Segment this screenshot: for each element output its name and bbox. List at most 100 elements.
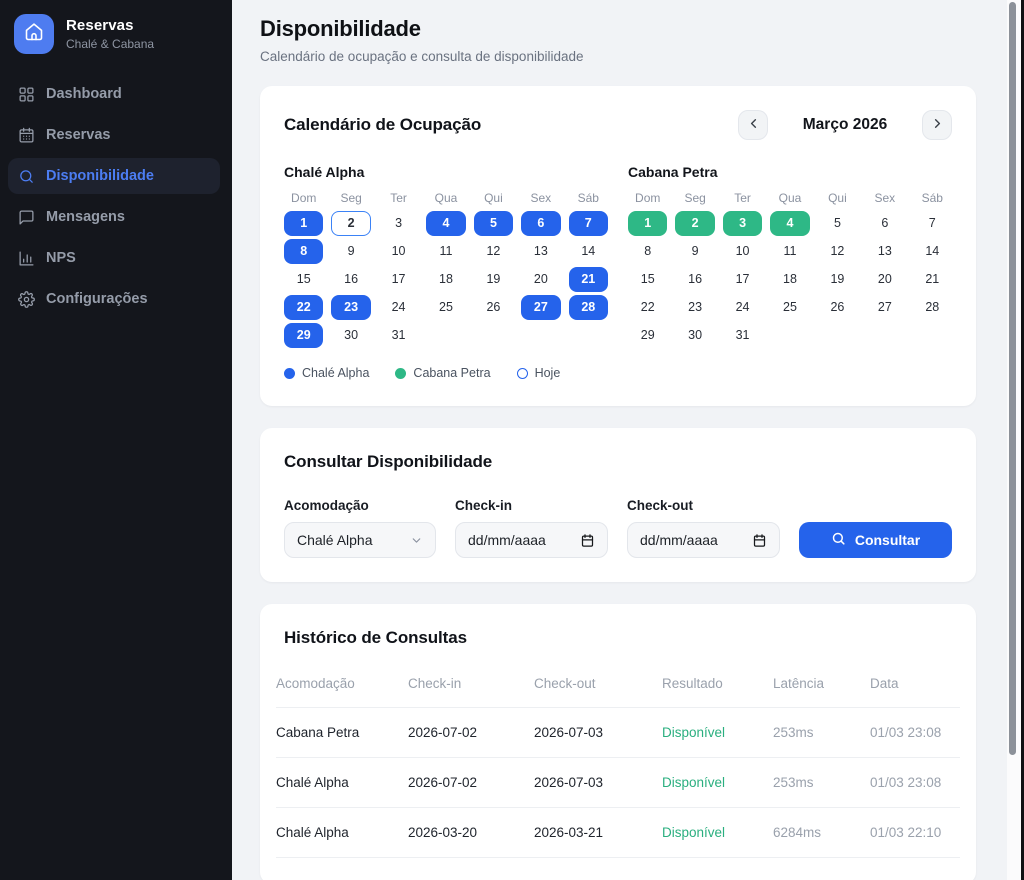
calendar-day: 18 xyxy=(439,272,453,286)
sidebar-item-configuracoes[interactable]: Configurações xyxy=(8,281,220,317)
gear-icon xyxy=(18,290,35,308)
query-form: Acomodação Chalé Alpha Check-in dd/mm/aa… xyxy=(284,498,952,558)
calendar-day: 5 xyxy=(473,211,514,236)
cell-result: Disponível xyxy=(662,807,773,858)
calendar-day: 24 xyxy=(391,300,406,314)
calendar-day: 4 xyxy=(770,211,810,236)
calendar-day: 24 xyxy=(735,300,750,314)
checkin-placeholder: dd/mm/aaaa xyxy=(468,532,546,548)
sidebar-item-label: Reservas xyxy=(46,127,111,143)
column-header-latencia: Latência xyxy=(773,676,825,691)
consultar-button-label: Consultar xyxy=(854,532,921,548)
accommodation-select[interactable]: Chalé Alpha xyxy=(284,522,436,558)
bar-chart-icon xyxy=(18,250,35,267)
checkout-placeholder: dd/mm/aaaa xyxy=(640,532,718,548)
history-card-title: Histórico de Consultas xyxy=(284,628,467,647)
checkout-label: Check-out xyxy=(627,498,694,513)
calendar-day: 5 xyxy=(833,216,841,230)
calendar-icon xyxy=(18,127,35,144)
sidebar-item-nps[interactable]: NPS xyxy=(8,240,220,276)
calendar-day: 26 xyxy=(486,300,501,314)
calendar-day: 21 xyxy=(568,267,608,292)
weekday-label: Dom xyxy=(635,191,661,205)
weekday-label: Qui xyxy=(484,191,503,205)
sidebar-item-label: Mensagens xyxy=(46,209,125,225)
calendar-day: 1 xyxy=(628,211,668,236)
checkin-date-input[interactable]: dd/mm/aaaa xyxy=(455,522,608,558)
calendar-picker-icon[interactable] xyxy=(752,533,767,548)
weekday-label: Qua xyxy=(778,191,802,205)
calendar-picker-icon[interactable] xyxy=(580,533,595,548)
checkin-label: Check-in xyxy=(455,498,513,513)
cell-latency: 253ms xyxy=(773,707,870,758)
calendar-day: 16 xyxy=(344,272,359,286)
calendar-day: 29 xyxy=(640,328,655,342)
calendar-day: 23 xyxy=(688,300,703,314)
calendar-day: 23 xyxy=(331,295,371,320)
table-row: Cabana Petra 2026-07-02 2026-07-03 Disponív… xyxy=(276,707,960,758)
calendar-day: 13 xyxy=(533,244,548,258)
prev-month-button[interactable] xyxy=(738,110,768,140)
accommodation-label: Acomodação xyxy=(284,498,369,513)
sidebar-item-disponibilidade[interactable]: Disponibilidade xyxy=(8,158,220,194)
calendar-day: 17 xyxy=(391,272,406,286)
chevron-left-icon xyxy=(746,116,761,134)
sidebar-item-dashboard[interactable]: Dashboard xyxy=(8,76,220,112)
cell-checkin: 2026-07-02 xyxy=(408,757,534,808)
accommodation-field: Acomodação Chalé Alpha xyxy=(284,498,436,558)
cell-date: 01/03 22:10 xyxy=(870,807,960,858)
chevron-right-icon xyxy=(930,116,945,134)
legend-dot-icon xyxy=(284,367,295,379)
calendar-day: 10 xyxy=(391,244,406,258)
weekday-label: Ter xyxy=(734,191,751,205)
cell-checkout: 2026-03-21 xyxy=(534,807,662,858)
calendar-grid: Dom Seg Ter Qua Qui Sex Sáb 1 2 3 4 5 6 7 8 9 10 11 12 13 14… xyxy=(628,190,952,348)
sidebar-item-reservas[interactable]: Reservas xyxy=(8,117,220,153)
calendar-day: 13 xyxy=(877,244,892,258)
calendar-day: 20 xyxy=(877,272,892,286)
calendar-day: 29 xyxy=(284,323,324,348)
weekday-label: Qui xyxy=(828,191,847,205)
cell-result: Disponível xyxy=(662,707,773,758)
next-month-button[interactable] xyxy=(922,110,952,140)
calendar-legend: Chalé Alpha Cabana Petra Hoje xyxy=(284,366,952,380)
sidebar-nav: Dashboard Reservas Disponibilidade Mensagen… xyxy=(0,76,232,317)
calendar-cabana-petra: Cabana Petra Dom Seg Ter Qua Qui Sex Sáb 1 2 3 4 5 6 7… xyxy=(628,164,952,348)
calendar-day: 15 xyxy=(640,272,655,286)
sidebar-item-label: NPS xyxy=(46,250,76,266)
cell-latency: 6284ms xyxy=(773,807,870,858)
checkout-field: Check-out dd/mm/aaaa xyxy=(627,498,780,558)
calendar-day: 2 xyxy=(331,211,371,236)
calendar-day: 3 xyxy=(395,216,403,230)
weekday-label: Sáb xyxy=(921,191,943,205)
calendar-day: 14 xyxy=(925,244,940,258)
sidebar-item-mensagens[interactable]: Mensagens xyxy=(8,199,220,235)
calendar-day: 12 xyxy=(486,244,501,258)
calendar-day: 28 xyxy=(925,300,940,314)
calendar-day: 7 xyxy=(568,211,608,236)
house-icon xyxy=(24,22,44,47)
weekday-label: Seg xyxy=(340,191,362,205)
month-label: Março 2026 xyxy=(802,116,888,133)
checkout-date-input[interactable]: dd/mm/aaaa xyxy=(627,522,780,558)
column-header-acomodacao: Acomodação xyxy=(276,676,355,691)
consultar-button[interactable]: Consultar xyxy=(799,522,952,558)
cell-accommodation: Cabana Petra xyxy=(276,707,408,758)
legend-label: Cabana Petra xyxy=(413,366,491,380)
calendar-day: 12 xyxy=(830,244,845,258)
legend-item-cabana-petra: Cabana Petra xyxy=(395,366,491,380)
chevron-down-icon xyxy=(410,534,423,547)
sidebar-item-label: Disponibilidade xyxy=(46,168,154,184)
dashboard-icon xyxy=(18,86,35,103)
brand: Reservas Chalé & Cabana xyxy=(0,14,232,54)
scrollbar-thumb[interactable] xyxy=(1009,2,1016,755)
column-header-check-in: Check-in xyxy=(408,676,462,691)
calendar-day: 9 xyxy=(691,244,699,258)
calendar-day: 1 xyxy=(284,211,324,236)
calendar-grid: Dom Seg Ter Qua Qui Sex Sáb 1 2 3 4 5 6 7 8 9 10 11 12 13 14… xyxy=(284,190,608,348)
calendar-day: 4 xyxy=(426,211,466,236)
accommodation-select-value: Chalé Alpha xyxy=(297,532,373,548)
brand-title: Reservas xyxy=(66,17,134,34)
availability-query-card: Consultar Disponibilidade Acomodação Cha… xyxy=(260,428,976,582)
weekday-label: Sáb xyxy=(577,191,599,205)
